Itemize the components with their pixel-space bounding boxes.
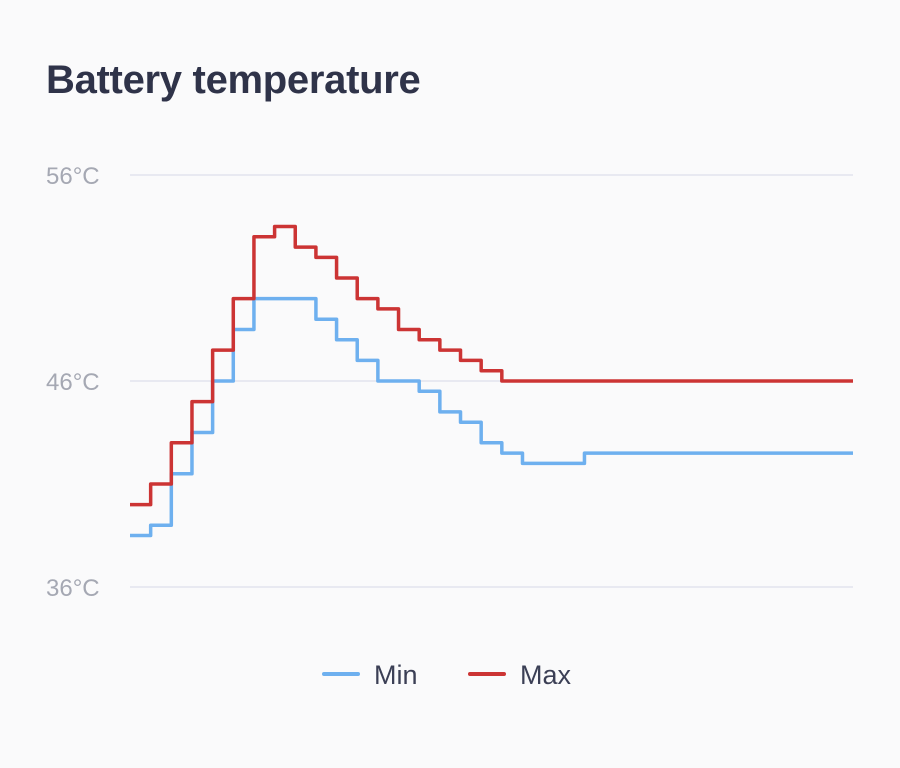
legend: Min Max — [322, 660, 572, 690]
legend-item-min[interactable]: Min — [322, 660, 418, 690]
legend-label: Max — [520, 660, 572, 690]
y-tick-label: 36°C — [46, 575, 100, 602]
legend-label: Min — [374, 660, 418, 690]
y-tick-label: 46°C — [46, 369, 100, 396]
series-line-min — [130, 296, 853, 538]
series-lines — [130, 224, 853, 538]
chart-title: Battery temperature — [46, 58, 421, 102]
legend-item-max[interactable]: Max — [468, 660, 572, 690]
series-line-max — [130, 224, 853, 507]
y-axis-ticks: 56°C 46°C 36°C — [46, 163, 100, 602]
y-tick-label: 56°C — [46, 163, 100, 190]
